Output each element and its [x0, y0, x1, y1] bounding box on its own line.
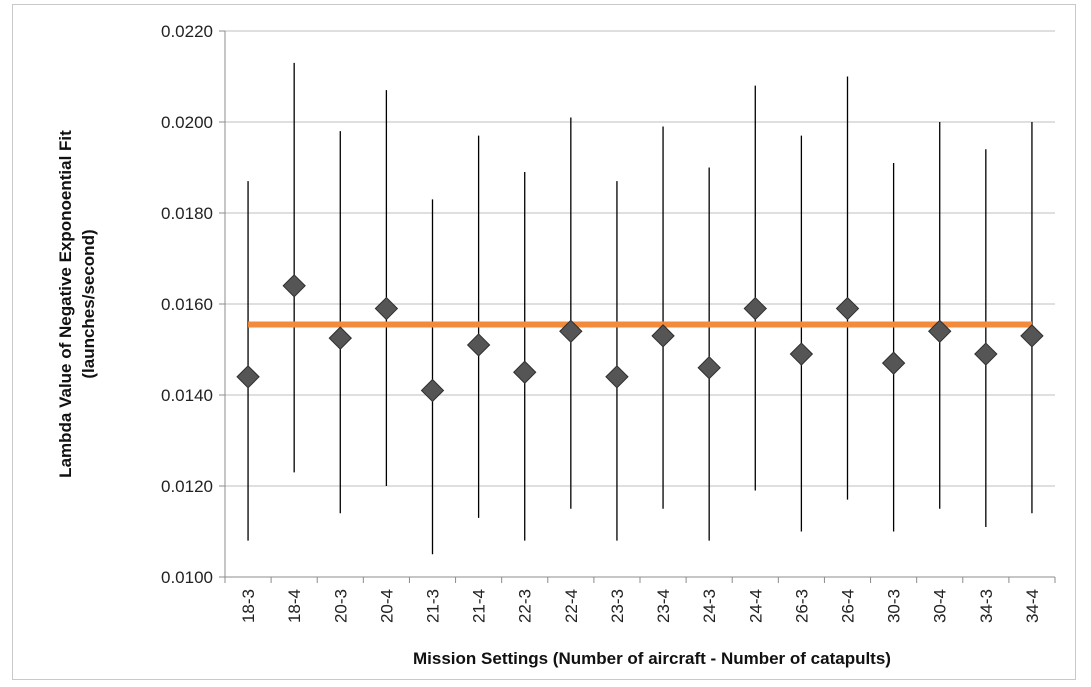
chart-frame	[12, 4, 1076, 680]
x-tick-label: 20-3	[331, 589, 350, 623]
y-tick-label: 0.0180	[161, 204, 213, 223]
data-point-marker	[974, 342, 998, 366]
y-axis-title-line-1: Lambda Value of Negative Exponoential Fi…	[56, 130, 75, 478]
x-tick-label: 22-4	[562, 589, 581, 623]
error-bars	[247, 62, 1033, 555]
data-point-marker	[559, 319, 583, 344]
x-tick-label: 30-4	[931, 589, 950, 623]
x-tick-label: 23-4	[654, 589, 673, 623]
x-tick-labels: 18-3 18-4 20-3 20-4 21-3 21-4 22-3 22-4 23-3 23-4…	[239, 589, 1042, 623]
x-axis-title: Mission Settings (Number of aircraft - N…	[413, 649, 891, 668]
data-point-marker	[605, 365, 629, 389]
x-tick-label: 18-4	[285, 589, 304, 623]
data-point-marker	[466, 333, 491, 357]
data-point-marker	[282, 274, 306, 298]
x-tick-label: 21-4	[470, 589, 489, 623]
data-point-marker	[835, 296, 860, 321]
data-point-marker	[374, 296, 399, 321]
y-tick-label: 0.0120	[161, 477, 213, 496]
y-tick-label: 0.0200	[161, 113, 213, 132]
x-tick-label: 22-3	[516, 589, 535, 623]
x-tick-label: 34-3	[977, 589, 996, 623]
y-tick-label: 0.0140	[161, 386, 213, 405]
data-point-marker	[420, 378, 445, 403]
x-tick-label: 23-3	[608, 589, 627, 623]
x-tick-label: 26-4	[839, 589, 858, 623]
data-point-marker	[881, 351, 906, 375]
x-tick-label: 18-3	[239, 589, 258, 623]
data-point-marker	[928, 319, 952, 344]
data-point-marker	[651, 324, 675, 348]
data-point-marker	[328, 326, 352, 350]
y-axis-title-line-2: (launches/second)	[79, 229, 98, 378]
x-tick-label: 26-3	[792, 589, 811, 623]
y-tick-label: 0.0160	[161, 295, 213, 314]
axes	[219, 30, 1056, 583]
gridlines	[225, 30, 1055, 487]
x-tick-label: 21-3	[424, 589, 443, 623]
data-point-marker	[743, 296, 767, 321]
x-tick-label: 24-4	[746, 589, 765, 623]
x-tick-label: 24-3	[700, 589, 719, 623]
x-tick-label: 34-4	[1023, 589, 1042, 623]
y-tick-labels: 0.0100 0.0120 0.0140 0.0160 0.0180 0.0200 0.02…	[161, 22, 213, 587]
y-tick-label: 0.0220	[161, 22, 213, 41]
data-point-marker	[1020, 324, 1044, 348]
data-point-marker	[236, 365, 260, 389]
y-tick-label: 0.0100	[161, 568, 213, 587]
x-tick-label: 20-4	[377, 589, 396, 623]
data-point-marker	[789, 342, 814, 366]
x-tick-label: 30-3	[885, 589, 904, 623]
data-point-marker	[697, 355, 721, 380]
data-markers	[236, 274, 1044, 403]
data-point-marker	[513, 360, 537, 384]
